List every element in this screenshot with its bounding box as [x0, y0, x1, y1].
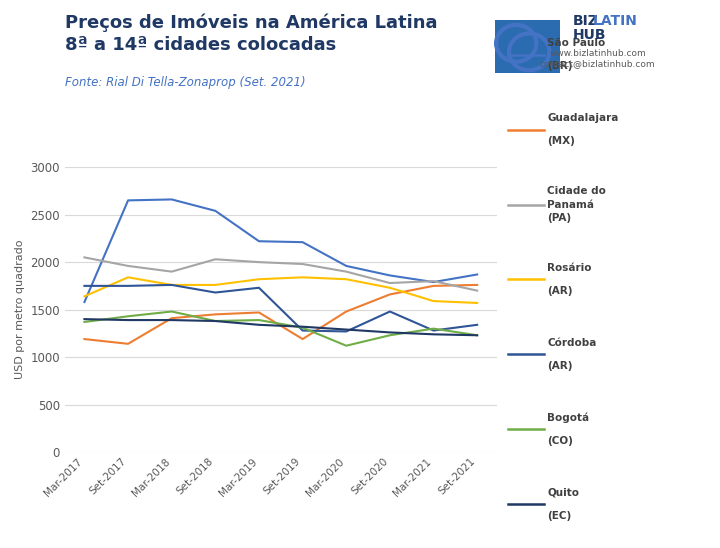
- Text: Córdoba: Córdoba: [547, 338, 597, 348]
- Text: (CO): (CO): [547, 436, 573, 446]
- Text: Bogotá: Bogotá: [547, 412, 590, 423]
- Text: BIZ: BIZ: [572, 14, 598, 28]
- Text: Guadalajara: Guadalajara: [547, 113, 618, 123]
- Text: HUB: HUB: [572, 28, 606, 43]
- Text: (AR): (AR): [547, 361, 572, 371]
- Text: São Paulo: São Paulo: [547, 38, 606, 48]
- Text: (EC): (EC): [547, 511, 572, 521]
- Text: Preços de Imóveis na América Latina: Preços de Imóveis na América Latina: [65, 14, 437, 32]
- Text: (AR): (AR): [547, 286, 572, 296]
- Text: Cidade do: Cidade do: [547, 186, 606, 196]
- Text: 8ª a 14ª cidades colocadas: 8ª a 14ª cidades colocadas: [65, 36, 336, 54]
- Text: www.bizlatinhub.com: www.bizlatinhub.com: [549, 49, 646, 58]
- Text: Quito: Quito: [547, 488, 579, 498]
- Y-axis label: USD por metro quadrado: USD por metro quadrado: [14, 240, 24, 379]
- Text: Rosário: Rosário: [547, 263, 592, 273]
- Text: (MX): (MX): [547, 136, 575, 146]
- Text: LATIN: LATIN: [593, 14, 637, 28]
- Text: (BR): (BR): [547, 61, 572, 71]
- Text: Panamá: Panamá: [547, 199, 594, 209]
- Text: (PA): (PA): [547, 213, 572, 224]
- Text: Fonte: Rial Di Tella-Zonaprop (Set. 2021): Fonte: Rial Di Tella-Zonaprop (Set. 2021…: [65, 76, 305, 89]
- Text: contact@bizlatinhub.com: contact@bizlatinhub.com: [540, 59, 655, 67]
- Bar: [495, 20, 560, 73]
